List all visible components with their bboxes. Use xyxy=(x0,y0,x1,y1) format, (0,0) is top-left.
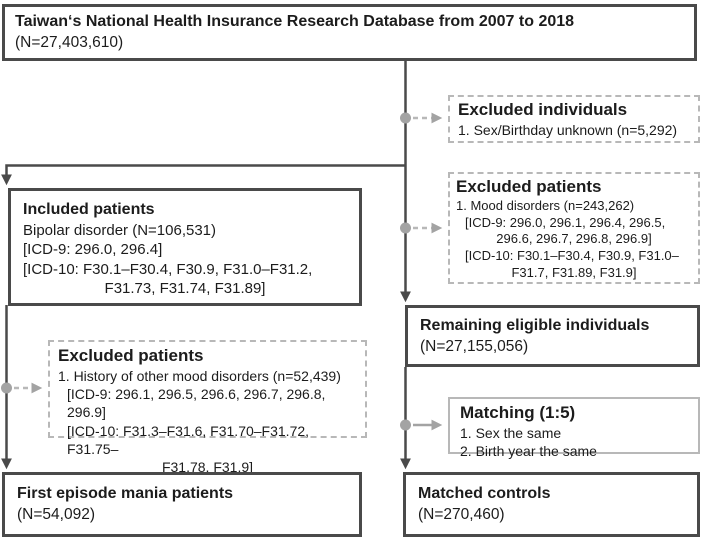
remaining-eligible-n: (N=27,155,056) xyxy=(420,337,529,355)
included-patients-icd10-line2: F31.73, F31.74, F31.89] xyxy=(104,280,266,298)
excluded-history-icd10-line1: [ICD-10: F31.3–F31.6, F31.70–F31.72, F31… xyxy=(67,422,310,457)
excluded-mood-icd9-line1: [ICD-9: 296.0, 296.1, 296.4, 296.5, xyxy=(465,214,666,230)
box-matched-controls: Matched controls (N=270,460) xyxy=(403,472,700,537)
connector-branch-to-included xyxy=(1,164,406,186)
junction-dot-excluded-mood xyxy=(400,222,411,234)
source-database-n: (N=27,403,610) xyxy=(15,33,124,51)
source-database-title: Taiwan‘s National Health Insurance Resea… xyxy=(15,13,575,30)
excluded-history-icd9: [ICD-9: 296.1, 296.5, 296.6, 296.7, 296.… xyxy=(67,386,326,421)
included-patients-icd9: [ICD-9: 296.0, 296.4] xyxy=(23,241,163,259)
matching-criterion-sex: 1. Sex the same xyxy=(460,425,562,442)
excluded-mood-icd9-line2: 296.6, 296.7, 296.8, 296.9] xyxy=(496,231,652,247)
box-first-episode-mania: First episode mania patients (N=54,092) xyxy=(2,472,362,537)
first-episode-n: (N=54,092) xyxy=(17,505,95,523)
box-excluded-history: Excluded patients 1. History of other mo… xyxy=(48,340,367,475)
excluded-history-title: Excluded patients xyxy=(58,346,204,365)
included-patients-line-bipolar: Bipolar disorder (N=106,531) xyxy=(23,221,217,239)
first-episode-title: First episode mania patients xyxy=(17,485,234,502)
included-patients-title: Included patients xyxy=(23,201,155,218)
matching-title: Matching (1:5) xyxy=(460,403,576,422)
excluded-mood-title: Excluded patients xyxy=(456,177,602,196)
box-included-patients: Included patients Bipolar disorder (N=10… xyxy=(8,188,362,306)
remaining-eligible-title: Remaining eligible individuals xyxy=(420,317,650,334)
junction-dot-excluded-history xyxy=(1,382,12,394)
matched-controls-title: Matched controls xyxy=(418,485,551,502)
box-excluded-mood-disorders: Excluded patients 1. Mood disorders (n=2… xyxy=(448,172,700,284)
included-patients-icd10-line1: [ICD-10: F30.1–F30.4, F30.9, F31.0–F31.2… xyxy=(23,260,313,278)
excluded-individuals-title: Excluded individuals xyxy=(458,100,628,119)
box-matching: Matching (1:5) 1. Sex the same 2. Birth … xyxy=(448,397,700,459)
excluded-history-item: 1. History of other mood disorders (n=52… xyxy=(58,368,341,385)
box-excluded-individuals: Excluded individuals 1. Sex/Birthday unk… xyxy=(448,95,700,143)
junction-dot-matching xyxy=(400,419,411,431)
box-source-database: Taiwan‘s National Health Insurance Resea… xyxy=(2,4,697,61)
excluded-individuals-item: 1. Sex/Birthday unknown (n=5,292) xyxy=(458,122,678,139)
excluded-mood-icd10-line1: [ICD-10: F30.1–F30.4, F30.9, F31.0– xyxy=(465,247,679,263)
excluded-mood-item: 1. Mood disorders (n=243,262) xyxy=(456,198,635,214)
box-remaining-eligible: Remaining eligible individuals (N=27,155… xyxy=(405,305,700,367)
junction-dot-excluded-individuals xyxy=(400,112,411,124)
matched-controls-n: (N=270,460) xyxy=(418,505,505,523)
excluded-history-icd10-line2: F31.78, F31.9] xyxy=(161,459,254,476)
matching-criterion-birth-year: 2. Birth year the same xyxy=(460,443,597,460)
excluded-mood-icd10-line2: F31.7, F31.89, F31.9] xyxy=(511,264,637,280)
